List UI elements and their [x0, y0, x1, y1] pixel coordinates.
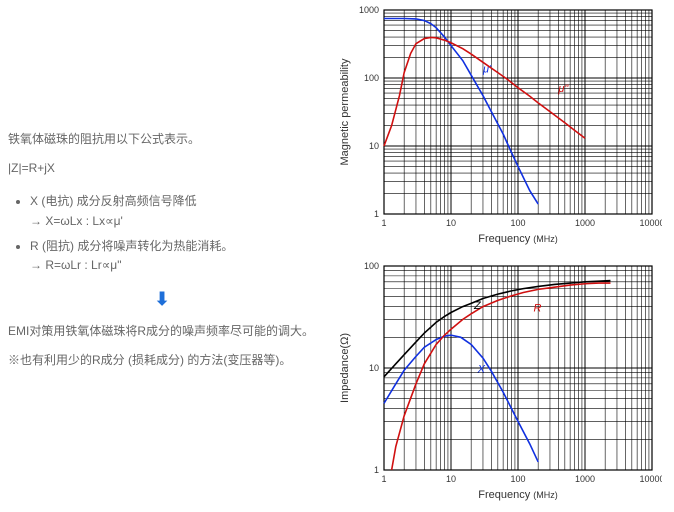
right-chart-column: 1 10 100 1000 10000 1 10 100 1000 Frequency (MHz)… — [330, 0, 674, 512]
svg-text:10000: 10000 — [639, 474, 662, 484]
bullet-x-line2: → X=ωLx : Lx∝μ' — [30, 214, 123, 228]
intro-text: 铁氧体磁珠的阻抗用以下公式表示。 — [8, 130, 316, 149]
svg-text:10: 10 — [446, 474, 456, 484]
svg-text:1000: 1000 — [575, 218, 595, 228]
bullet-r-line2: → R=ωLr : Lr∝μ" — [30, 258, 121, 272]
svg-text:1: 1 — [381, 474, 386, 484]
chart-impedance: 1 10 100 1000 10000 1 10 100 Frequency (MHz) Impe… — [332, 260, 668, 508]
svg-text:10: 10 — [446, 218, 456, 228]
page-root: 铁氧体磁珠的阻抗用以下公式表示。 |Z|=R+jX X (电抗) 成分反射高频信… — [0, 0, 674, 512]
svg-text:μ": μ" — [557, 83, 569, 95]
svg-text:100: 100 — [510, 218, 525, 228]
svg-text:R: R — [533, 302, 541, 314]
bullet-x: X (电抗) 成分反射高频信号降低 → X=ωLx : Lx∝μ' — [30, 192, 316, 230]
svg-text:10: 10 — [369, 141, 379, 151]
bullet-list: X (电抗) 成分反射高频信号降低 → X=ωLx : Lx∝μ' R (阻抗)… — [8, 192, 316, 275]
svg-text:Impedance(Ω): Impedance(Ω) — [339, 333, 351, 403]
svg-text:Frequency (MHz): Frequency (MHz) — [478, 489, 558, 501]
note-text: ※也有利用少的R成分 (损耗成分) 的方法(变压器等)。 — [8, 351, 316, 370]
chart-permeability: 1 10 100 1000 10000 1 10 100 1000 Frequency (MHz)… — [332, 4, 668, 252]
down-arrow-icon: ⬇ — [8, 285, 316, 314]
svg-text:1000: 1000 — [575, 474, 595, 484]
svg-text:100: 100 — [510, 474, 525, 484]
svg-text:10: 10 — [369, 363, 379, 373]
bullet-r: R (阻抗) 成分将噪声转化为热能消耗。 → R=ωLr : Lr∝μ" — [30, 237, 316, 275]
bullet-r-line1: R (阻抗) 成分将噪声转化为热能消耗。 — [30, 239, 233, 253]
svg-text:X: X — [477, 364, 486, 376]
svg-text:Magnetic permeability: Magnetic permeability — [339, 58, 351, 165]
svg-text:100: 100 — [364, 73, 379, 83]
left-text-column: 铁氧体磁珠的阻抗用以下公式表示。 |Z|=R+jX X (电抗) 成分反射高频信… — [0, 0, 330, 512]
svg-text:100: 100 — [364, 261, 379, 271]
svg-text:1: 1 — [381, 218, 386, 228]
formula-text: |Z|=R+jX — [8, 159, 316, 178]
svg-text:1: 1 — [374, 209, 379, 219]
svg-text:1000: 1000 — [359, 5, 379, 15]
svg-text:Z: Z — [473, 300, 482, 312]
svg-text:Frequency (MHz): Frequency (MHz) — [478, 233, 558, 245]
bullet-x-line1: X (电抗) 成分反射高频信号降低 — [30, 194, 197, 208]
svg-text:1: 1 — [374, 465, 379, 475]
emi-text: EMI对策用铁氧体磁珠将R成分的噪声频率尽可能的调大。 — [8, 322, 316, 341]
svg-text:10000: 10000 — [639, 218, 662, 228]
